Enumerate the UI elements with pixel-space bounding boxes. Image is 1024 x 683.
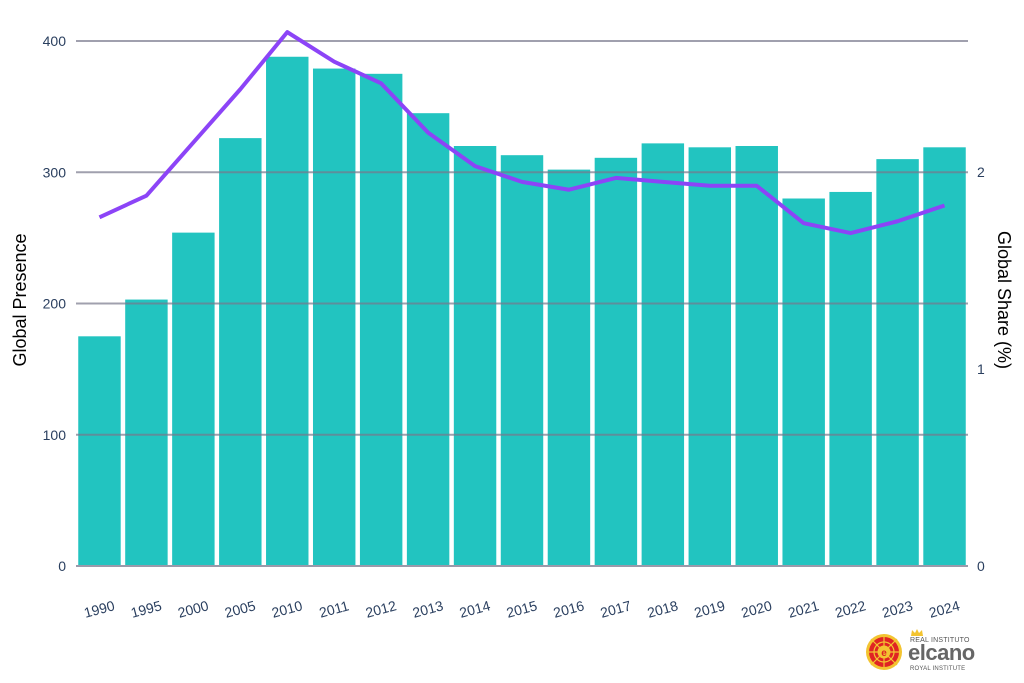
bar-2019 <box>688 147 732 566</box>
y-tick-300: 300 <box>43 164 67 180</box>
svg-text:e: e <box>881 648 887 659</box>
x-tick-2019: 2019 <box>692 597 726 621</box>
crown-icon <box>911 629 923 636</box>
x-tick-2020: 2020 <box>739 597 773 621</box>
x-tick-2013: 2013 <box>411 597 445 621</box>
bar-2011 <box>312 68 356 566</box>
bar-2022 <box>829 191 872 566</box>
y2-tick-2: 2 <box>977 164 985 180</box>
x-tick-2015: 2015 <box>505 597 539 621</box>
y-axis-right-ticks: 0 1 2 <box>977 164 985 574</box>
x-tick-2012: 2012 <box>364 597 398 621</box>
bar-2024 <box>923 147 966 566</box>
y-tick-200: 200 <box>43 296 67 312</box>
bar-1990 <box>78 336 121 566</box>
y-tick-100: 100 <box>43 427 67 443</box>
x-tick-1995: 1995 <box>129 597 163 621</box>
bar-2005 <box>219 138 262 566</box>
x-tick-1990: 1990 <box>82 597 116 621</box>
x-tick-2023: 2023 <box>880 597 914 621</box>
bar-2012 <box>359 73 403 566</box>
elcano-logo: e REAL INSTITUTO elcano ROYAL INSTITUTE <box>864 628 975 674</box>
bar-2016 <box>547 169 591 566</box>
bar-2013 <box>406 113 450 566</box>
y-axis-left-title: Global Presence <box>10 233 30 366</box>
bar-series-global-presence <box>78 56 966 566</box>
bar-2018 <box>641 143 685 566</box>
x-axis-ticks: 1990 1995 2000 2005 2010 2011 2012 2013 2014 2015… <box>82 597 961 621</box>
x-tick-2017: 2017 <box>599 597 633 621</box>
bar-1995 <box>125 299 168 566</box>
line-series-global-share <box>98 30 946 236</box>
gridlines <box>76 40 968 567</box>
bar-2021 <box>782 198 825 566</box>
elcano-emblem-icon: e <box>866 634 902 670</box>
logo-line2: ROYAL INSTITUTE <box>910 666 966 672</box>
logo-line1: REAL INSTITUTO <box>910 637 970 644</box>
y-axis-right-title: Global Share (%) <box>994 231 1014 369</box>
y-tick-0: 0 <box>58 558 66 574</box>
y-axis-left-ticks: 0 100 200 300 400 <box>43 33 67 574</box>
bar-2015 <box>500 155 544 566</box>
x-tick-2021: 2021 <box>786 597 820 621</box>
bar-2017 <box>594 157 638 566</box>
bar-2010 <box>266 56 309 566</box>
y-tick-400: 400 <box>43 33 67 49</box>
x-tick-2011: 2011 <box>317 597 350 620</box>
x-tick-2016: 2016 <box>552 597 586 621</box>
logo-name: elcano <box>908 640 975 665</box>
y2-tick-0: 0 <box>977 558 985 574</box>
y2-tick-1: 1 <box>977 361 985 377</box>
x-tick-2005: 2005 <box>223 597 257 621</box>
x-tick-2000: 2000 <box>176 597 210 621</box>
bar-2023 <box>876 159 919 566</box>
x-tick-2022: 2022 <box>833 597 867 621</box>
x-tick-2014: 2014 <box>458 597 492 621</box>
bar-2020 <box>735 146 778 566</box>
bar-2000 <box>172 232 215 566</box>
x-tick-2024: 2024 <box>927 597 961 621</box>
bar-2014 <box>453 146 497 566</box>
x-tick-2018: 2018 <box>645 597 679 621</box>
x-tick-2010: 2010 <box>270 597 304 621</box>
